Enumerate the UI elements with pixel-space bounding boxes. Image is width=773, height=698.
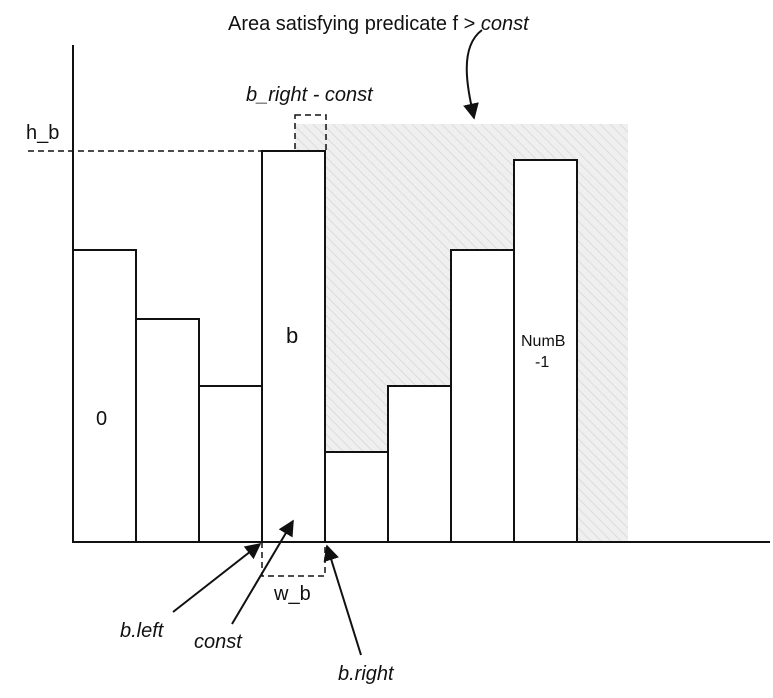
bar-4 [324, 451, 389, 543]
bars [72, 150, 578, 543]
bar-6 [450, 249, 515, 543]
bar-5 [387, 385, 452, 543]
const-arrow [231, 519, 294, 625]
b-right-label: b.right [338, 663, 395, 685]
bar-1 [135, 318, 200, 543]
b-left-arrow [172, 543, 262, 613]
bar-numb-1 [513, 159, 578, 543]
diagram-title: Area satisfying predicate f > const [228, 13, 530, 35]
title-arrow [463, 29, 483, 120]
numb-label-line2: -1 [535, 354, 549, 371]
numb-label-line1: NumB [521, 333, 565, 350]
bar-b-label: b [286, 323, 298, 348]
bar-0 [72, 249, 137, 543]
b-right-minus-const-label: b_right - const [246, 84, 374, 106]
b-right-minus-const-box [294, 114, 327, 152]
b-left-label: b.left [120, 620, 165, 642]
h-b-label: h_b [26, 122, 59, 144]
bar-2 [198, 385, 263, 543]
b-right-arrow [323, 544, 362, 656]
bar-0-label: 0 [96, 408, 107, 430]
const-label: const [194, 631, 243, 653]
w-b-label: w_b [273, 583, 311, 605]
